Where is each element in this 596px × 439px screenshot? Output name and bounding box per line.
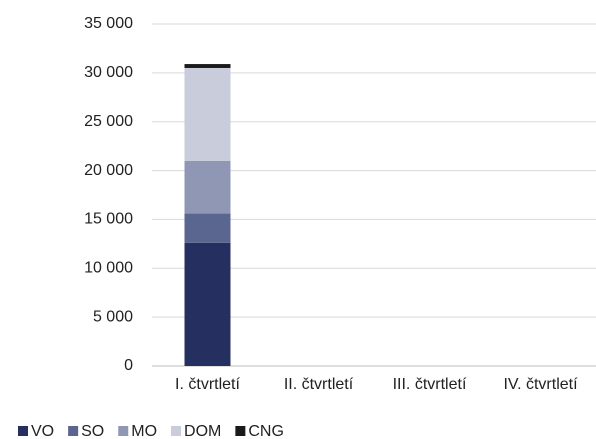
y-tick-label: 20 000	[84, 162, 133, 179]
legend-swatch	[235, 426, 246, 436]
legend-label: VO	[31, 423, 54, 439]
y-tick-label: 10 000	[84, 260, 133, 277]
x-tick-label: III. čtvrtletí	[393, 376, 467, 393]
bar-segment	[184, 242, 231, 366]
legend-swatch	[171, 426, 182, 436]
y-tick-label: 5 000	[93, 308, 133, 325]
legend-label: CNG	[248, 423, 284, 439]
y-tick-label: 35 000	[84, 15, 133, 32]
legend-label: SO	[81, 423, 104, 439]
x-tick-label: IV. čtvrtletí	[503, 376, 578, 393]
bar-segment	[184, 160, 231, 214]
bar-segment	[184, 213, 231, 243]
x-tick-label: I. čtvrtletí	[175, 376, 240, 393]
legend-swatch	[68, 426, 79, 436]
bar-segment	[184, 64, 231, 68]
y-tick-label: 0	[124, 357, 133, 374]
y-tick-label: 15 000	[84, 211, 133, 228]
legend-label: DOM	[184, 423, 221, 439]
y-tick-label: 30 000	[84, 64, 133, 81]
legend-label: MO	[131, 423, 157, 439]
legend-swatch	[18, 426, 28, 436]
x-tick-label: II. čtvrtletí	[284, 376, 354, 393]
y-tick-label: 25 000	[84, 113, 133, 130]
bar-segment	[184, 67, 231, 161]
legend-swatch	[118, 426, 129, 436]
